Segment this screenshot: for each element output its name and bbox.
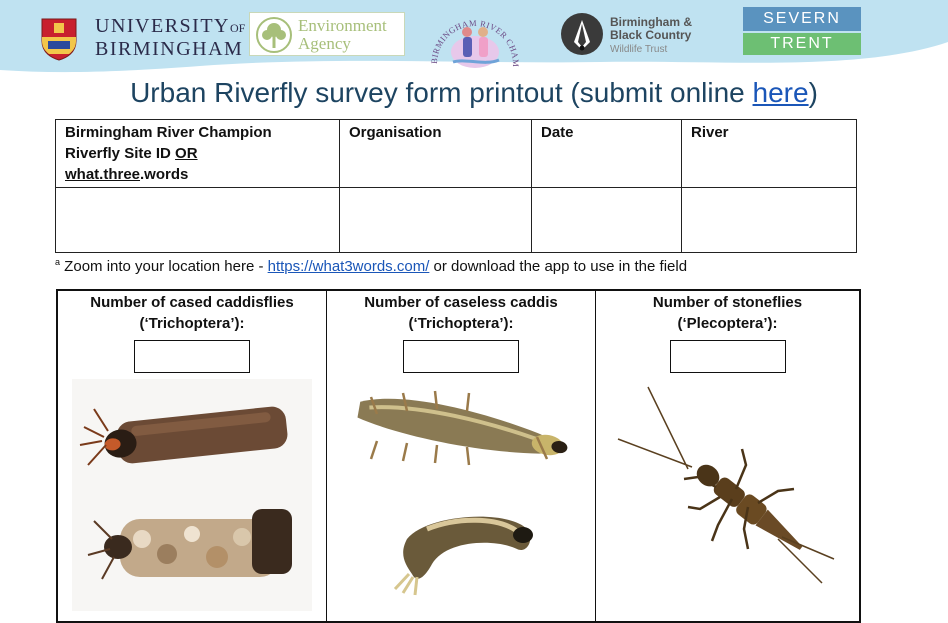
footnote-text-before: Zoom into your location here - (60, 258, 268, 275)
what3words-link[interactable]: https://what3words.com/ (267, 258, 430, 275)
stonefly-nymph-photo (607, 379, 848, 611)
count-row: Number of cased caddisflies (‘Trichopter… (56, 289, 861, 623)
cased-caddisflies-cell: Number of cased caddisflies (‘Trichopter… (56, 289, 327, 623)
stoneflies-line1: Number of stoneflies (652, 294, 803, 311)
bbc-line1: Birmingham & (610, 15, 693, 29)
environment-agency-logo: Environment Agency (249, 12, 405, 56)
severn-trent-top: SEVERN (743, 7, 861, 31)
page-title-close: ) (808, 77, 818, 108)
caseless-caddis-count-input[interactable] (403, 340, 519, 373)
uob-line2: BIRMINGHAM (95, 38, 244, 60)
severn-trent-logo: SEVERN TRENT (743, 7, 861, 55)
wildlife-trust-logo: Birmingham & Black Country Wildlife Trus… (560, 12, 710, 58)
caseless-caddis-label: Number of caseless caddis (‘Trichoptera’… (327, 292, 595, 334)
date-header: Date (531, 119, 682, 188)
ea-line2: Agency (298, 34, 351, 53)
caseless-caddis-line1: Number of caseless caddis (364, 294, 558, 311)
university-crest-icon (41, 18, 77, 61)
bbc-line3: Wildlife Trust (610, 44, 668, 55)
uob-line1: UNIVERSITY (95, 15, 230, 37)
bbc-line2: Black Country (610, 28, 692, 42)
cased-caddisflies-line1: Number of cased caddisflies (90, 294, 294, 311)
footnote-marker: a (55, 257, 61, 267)
caseless-caddis-line2: (‘Trichoptera’): (408, 315, 514, 332)
stoneflies-count-input[interactable] (669, 340, 786, 373)
river-header: River (681, 119, 857, 188)
cased-caddisflies-count-input[interactable] (134, 340, 250, 373)
university-of-birmingham-logo: UNIVERSITYOF BIRMINGHAM (95, 16, 245, 60)
stoneflies-cell: Number of stoneflies (‘Plecoptera’): (595, 289, 861, 623)
cased-caddisfly-larvae-photo (72, 379, 312, 611)
site-details-table: Birmingham River Champion Riverfly Site … (55, 119, 857, 253)
birmingham-river-champions-logo: BIRMINGHAM RIVER CHAMPIONS (425, 2, 521, 68)
badger-icon (561, 13, 603, 55)
date-entry[interactable] (531, 187, 682, 253)
footnote: a Zoom into your location here - https:/… (55, 252, 687, 277)
site-id-header: Birmingham River Champion Riverfly Site … (55, 119, 340, 188)
site-id-line2: Riverfly Site ID (65, 145, 176, 162)
caseless-caddis-larvae-photo (337, 379, 585, 611)
severn-trent-bottom: TRENT (743, 33, 861, 55)
organisation-header: Organisation (339, 119, 532, 188)
cased-caddisflies-label: Number of cased caddisflies (‘Trichopter… (58, 292, 326, 334)
environment-agency-tree-icon (256, 17, 292, 53)
page-title-text: Urban Riverfly survey form printout (sub… (130, 77, 753, 108)
uob-of: OF (230, 21, 246, 35)
footnote-text-after: or download the app to use in the field (429, 258, 688, 275)
site-table-header-row: Birmingham River Champion Riverfly Site … (55, 119, 857, 188)
site-id-entry[interactable] (55, 187, 340, 253)
stoneflies-line2: (‘Plecoptera’): (677, 315, 778, 332)
cased-caddisflies-line2: (‘Trichoptera’): (139, 315, 245, 332)
organisation-entry[interactable] (339, 187, 532, 253)
count-table: Number of cased caddisflies (‘Trichopter… (56, 289, 861, 623)
submit-online-link[interactable]: here (752, 77, 809, 108)
river-entry[interactable] (681, 187, 857, 253)
caseless-caddis-cell: Number of caseless caddis (‘Trichoptera’… (326, 289, 596, 623)
site-id-or: OR (175, 145, 198, 162)
site-id-words: .words (140, 166, 189, 183)
site-id-w3w: what.three (65, 166, 141, 183)
page-title: Urban Riverfly survey form printout (sub… (0, 74, 948, 112)
ea-line1: Environment (298, 16, 387, 35)
site-id-line1: Birmingham River Champion (65, 124, 272, 141)
stoneflies-label: Number of stoneflies (‘Plecoptera’): (596, 292, 859, 334)
site-table-entry-row (55, 187, 857, 253)
